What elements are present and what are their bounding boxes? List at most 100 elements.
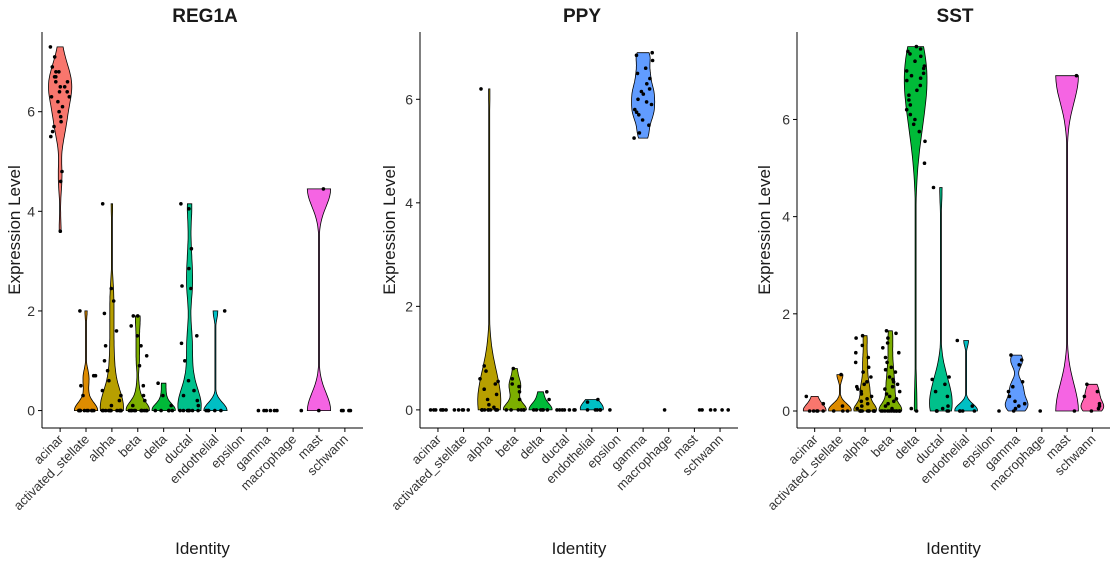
- data-point-delta: [918, 47, 923, 51]
- data-point-beta: [139, 344, 143, 348]
- data-point-beta: [139, 408, 143, 413]
- data-point-activated_stellate: [81, 393, 85, 398]
- data-point-beta: [141, 383, 146, 388]
- data-point-gamma: [634, 110, 639, 114]
- data-point-alpha: [482, 364, 487, 368]
- violin-ductal: [929, 187, 953, 412]
- data-point-gamma: [639, 89, 644, 94]
- data-point-delta: [908, 52, 912, 56]
- data-point-delta: [923, 139, 927, 144]
- data-point-delta: [539, 408, 543, 412]
- data-point-acinar: [58, 229, 63, 233]
- data-point-gamma: [1019, 358, 1024, 362]
- data-point-alpha: [493, 382, 498, 386]
- data-point-acinar: [821, 409, 825, 413]
- data-point-beta: [885, 341, 890, 345]
- data-point-beta: [884, 392, 889, 396]
- data-point-gamma: [1020, 380, 1025, 384]
- violin-delta: [903, 46, 928, 412]
- data-point-alpha: [107, 378, 111, 383]
- data-point-alpha: [103, 344, 108, 348]
- data-point-beta: [889, 365, 894, 370]
- data-point-alpha: [108, 408, 113, 413]
- data-point-activated_stellate: [841, 409, 845, 413]
- data-point-gamma: [647, 123, 651, 127]
- data-point-beta: [511, 366, 516, 371]
- data-point-macrophage: [299, 408, 304, 413]
- data-point-alpha: [869, 394, 874, 399]
- data-point-beta: [887, 375, 892, 379]
- data-point-ductal: [196, 403, 201, 408]
- data-point-alpha: [865, 380, 869, 384]
- data-point-beta: [135, 314, 140, 318]
- data-point-alpha: [856, 387, 860, 391]
- data-point-alpha: [866, 365, 871, 370]
- data-point-acinar: [67, 95, 72, 99]
- data-point-beta: [894, 331, 898, 336]
- data-point-gamma: [1017, 363, 1021, 367]
- data-point-activated_stellate: [78, 309, 82, 313]
- data-point-ductal: [192, 388, 196, 393]
- data-point-gamma: [644, 100, 649, 104]
- data-point-alpha: [492, 405, 496, 410]
- data-point-schwann: [1089, 409, 1094, 413]
- x-axis-label: Identity: [552, 539, 607, 558]
- data-point-alpha: [119, 393, 123, 398]
- data-point-gamma: [649, 102, 654, 107]
- data-point-acinar: [804, 394, 809, 399]
- data-point-endothelial: [593, 408, 598, 412]
- data-point-beta: [887, 409, 892, 413]
- data-point-gamma: [650, 50, 654, 55]
- data-point-delta: [914, 44, 919, 49]
- data-point-acinar: [58, 85, 63, 89]
- data-point-alpha: [487, 402, 491, 407]
- data-point-delta: [921, 66, 926, 71]
- data-point-beta: [522, 408, 526, 412]
- data-point-beta: [881, 346, 885, 350]
- data-point-acinar: [52, 124, 56, 129]
- x-axis-label: Identity: [175, 539, 230, 558]
- data-point-beta: [886, 336, 890, 340]
- data-point-delta: [904, 69, 909, 73]
- data-point-delta: [547, 397, 551, 402]
- data-point-acinar: [57, 109, 61, 114]
- data-point-alpha: [102, 311, 107, 316]
- data-point-gamma: [632, 136, 636, 140]
- data-point-gamma: [635, 71, 640, 76]
- data-point-delta: [907, 98, 911, 102]
- data-point-delta: [909, 406, 914, 411]
- data-point-ductal: [187, 207, 191, 211]
- data-point-delta: [921, 71, 926, 76]
- violin-endothelial: [203, 310, 228, 412]
- data-point-acinar: [50, 129, 55, 134]
- data-point-endothelial: [206, 408, 211, 413]
- data-point-activated_stellate: [456, 408, 461, 412]
- chart-title: SST: [937, 6, 974, 27]
- data-point-alpha: [480, 408, 484, 412]
- data-point-acinar: [815, 409, 819, 413]
- data-point-acinar: [60, 104, 65, 109]
- data-point-beta: [517, 384, 521, 389]
- y-axis-label: Expression Level: [755, 165, 774, 294]
- data-point-acinar: [60, 169, 64, 174]
- y-tick-label: 4: [782, 209, 790, 225]
- data-point-gamma: [268, 408, 273, 413]
- data-point-acinar: [52, 55, 57, 59]
- data-point-alpha: [854, 350, 858, 355]
- data-point-delta: [913, 59, 917, 63]
- y-axis-label: Expression Level: [380, 165, 399, 294]
- data-point-ductal: [180, 284, 184, 288]
- data-point-acinar: [444, 408, 448, 412]
- data-point-acinar: [57, 70, 61, 74]
- data-point-alpha: [858, 409, 862, 413]
- data-point-beta: [883, 355, 888, 360]
- data-point-activated_stellate: [82, 408, 87, 413]
- data-point-gamma: [1017, 404, 1021, 408]
- data-point-alpha: [861, 370, 865, 374]
- data-point-beta: [135, 334, 140, 338]
- data-point-beta: [510, 382, 514, 386]
- data-point-beta: [504, 408, 509, 412]
